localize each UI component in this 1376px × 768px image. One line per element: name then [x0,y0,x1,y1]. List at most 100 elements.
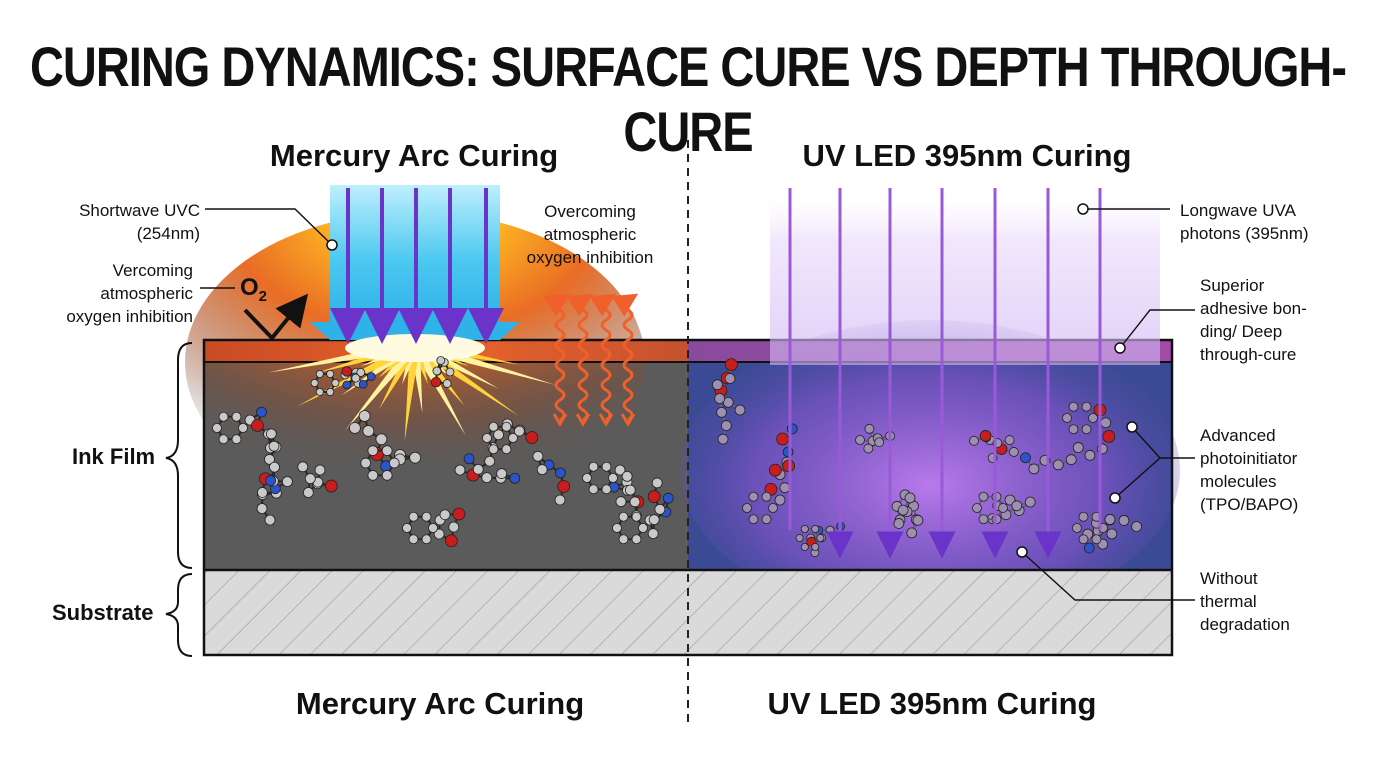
atom [998,503,1008,513]
atom [734,404,746,416]
atom [1084,449,1096,461]
atom [341,366,353,377]
atom [488,421,499,432]
atom [863,443,874,454]
heat-wave [566,293,594,422]
atom [264,454,275,465]
atom [433,528,445,540]
atom [481,472,493,484]
left-heading: Mercury Arc Curing [269,138,559,173]
atom [1100,417,1112,429]
atom [654,503,666,515]
atom [716,406,727,418]
atom [647,490,661,503]
label-longwave: Longwave UVA photons (395nm) [1180,201,1309,243]
atom [748,491,759,502]
o2-label: O2 [240,274,268,305]
atom [648,514,660,526]
atom [582,473,592,483]
atom [358,379,368,389]
light-ray [404,344,420,441]
atom [720,420,732,431]
atom [631,534,642,545]
atom [484,455,496,467]
atom [1131,521,1142,532]
atom [238,423,248,433]
atom [265,475,277,486]
atom [432,366,442,376]
atom [897,504,909,516]
atom [436,356,446,365]
atom [324,479,338,493]
heat-wave-arrows [543,293,639,427]
atom [647,528,659,540]
atom [501,444,512,455]
uvc-arrows [330,188,504,344]
atom [1072,442,1084,453]
atom [621,470,633,482]
brace-substrate [165,573,193,657]
atom [1102,430,1116,443]
atom [1004,435,1015,445]
atom [768,503,778,513]
atom [331,378,340,387]
starburst [267,334,555,441]
atom [1091,534,1102,545]
atom [742,503,752,513]
atom [326,388,335,397]
atom [402,523,412,533]
leader-without [1021,551,1195,601]
atom [256,406,267,418]
uva-arrows [788,188,1102,559]
atom [358,410,371,422]
atom [268,440,280,452]
atom [874,437,885,448]
atom [360,457,372,469]
light-ray [345,342,420,431]
atom [472,463,484,475]
atom [724,373,736,384]
atom [612,523,622,533]
atom [351,373,361,383]
atom [409,451,422,464]
atom [816,534,825,543]
molecules-left [212,356,674,548]
label-superior: Superior adhesive bon-ding/ Deep through-c… [1200,276,1307,364]
molecules-right [712,358,1142,558]
atom [601,461,612,472]
atom [1118,515,1130,526]
atom [1104,514,1116,525]
atom [302,487,314,498]
uva-beam [770,185,1160,365]
substrate-layer [204,570,1172,655]
atom [408,534,419,545]
atom [615,496,627,507]
atom [508,433,518,443]
atom [1078,534,1089,545]
atom [1008,447,1019,457]
atom [367,470,379,481]
atom [509,473,521,484]
atom [904,492,916,504]
right-footer: UV LED 395nm Curing [767,686,1097,721]
atom [375,433,388,446]
atom [811,524,820,533]
atom [1052,459,1064,471]
atom [618,511,629,522]
right-heading: UV LED 395nm Curing [802,138,1132,173]
atom [445,367,455,377]
atom [212,423,222,433]
atom [532,450,544,462]
atom [1072,523,1082,533]
atom [1020,452,1031,464]
atom [1078,511,1089,522]
atom [281,476,293,488]
heat-wave [543,293,571,422]
atom [714,393,726,404]
atom [588,461,599,472]
atom [978,491,989,502]
atom [893,518,905,529]
label-shortwave: Shortwave UVC (254nm) [79,201,200,243]
